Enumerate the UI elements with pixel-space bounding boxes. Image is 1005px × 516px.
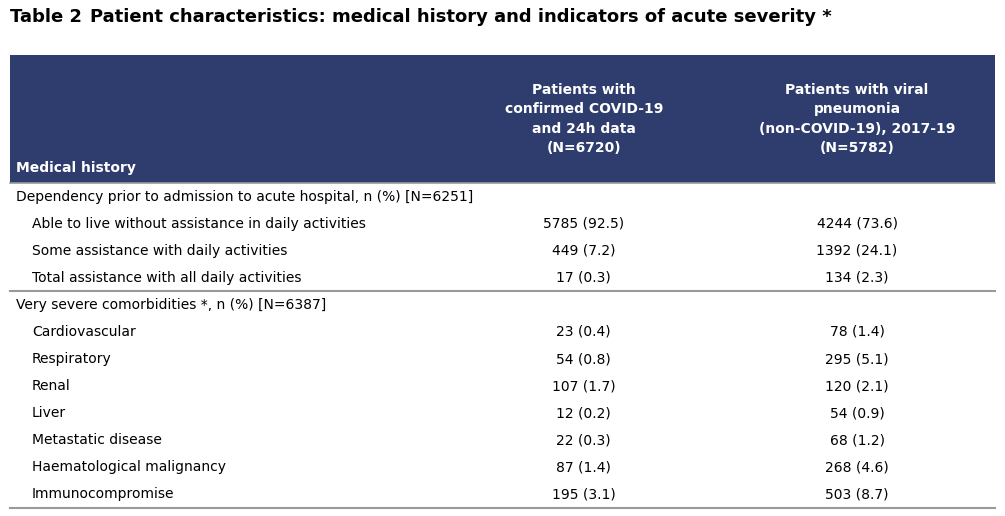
Text: 195 (3.1): 195 (3.1): [552, 488, 616, 502]
Text: Very severe comorbidities *, n (%) [N=6387]: Very severe comorbidities *, n (%) [N=63…: [16, 298, 327, 312]
Text: 449 (7.2): 449 (7.2): [552, 244, 615, 257]
Text: Dependency prior to admission to acute hospital, n (%) [N=6251]: Dependency prior to admission to acute h…: [16, 189, 473, 203]
Text: Renal: Renal: [32, 379, 70, 393]
Text: Table 2: Table 2: [10, 8, 82, 26]
Text: Patients with
confirmed COVID-19
and 24h data
(N=6720): Patients with confirmed COVID-19 and 24h…: [505, 83, 663, 155]
Text: 503 (8.7): 503 (8.7): [825, 488, 888, 502]
Text: Able to live without assistance in daily activities: Able to live without assistance in daily…: [32, 217, 366, 231]
Text: 12 (0.2): 12 (0.2): [557, 406, 611, 420]
Bar: [10, 55, 995, 183]
Text: 54 (0.8): 54 (0.8): [557, 352, 611, 366]
Text: 23 (0.4): 23 (0.4): [557, 325, 611, 339]
Text: 4244 (73.6): 4244 (73.6): [817, 217, 897, 231]
Text: Patients with viral
pneumonia
(non-COVID-19), 2017-19
(N=5782): Patients with viral pneumonia (non-COVID…: [759, 83, 956, 155]
Text: Metastatic disease: Metastatic disease: [32, 433, 162, 447]
Text: 120 (2.1): 120 (2.1): [825, 379, 888, 393]
Text: 5785 (92.5): 5785 (92.5): [543, 217, 624, 231]
Text: Respiratory: Respiratory: [32, 352, 112, 366]
Text: 107 (1.7): 107 (1.7): [552, 379, 616, 393]
Text: Patient characteristics: medical history and indicators of acute severity *: Patient characteristics: medical history…: [90, 8, 832, 26]
Text: 268 (4.6): 268 (4.6): [825, 460, 889, 474]
Text: 295 (5.1): 295 (5.1): [825, 352, 888, 366]
Text: Cardiovascular: Cardiovascular: [32, 325, 136, 339]
Text: 68 (1.2): 68 (1.2): [829, 433, 884, 447]
Text: Some assistance with daily activities: Some assistance with daily activities: [32, 244, 287, 257]
Text: 1392 (24.1): 1392 (24.1): [816, 244, 897, 257]
Text: Liver: Liver: [32, 406, 66, 420]
Text: Medical history: Medical history: [16, 161, 136, 175]
Text: 87 (1.4): 87 (1.4): [557, 460, 611, 474]
Text: 54 (0.9): 54 (0.9): [830, 406, 884, 420]
Text: Total assistance with all daily activities: Total assistance with all daily activiti…: [32, 271, 302, 285]
Text: 17 (0.3): 17 (0.3): [557, 271, 611, 285]
Text: Haematological malignancy: Haematological malignancy: [32, 460, 226, 474]
Text: 134 (2.3): 134 (2.3): [825, 271, 888, 285]
Text: 22 (0.3): 22 (0.3): [557, 433, 611, 447]
Text: Immunocompromise: Immunocompromise: [32, 488, 175, 502]
Text: 78 (1.4): 78 (1.4): [830, 325, 884, 339]
